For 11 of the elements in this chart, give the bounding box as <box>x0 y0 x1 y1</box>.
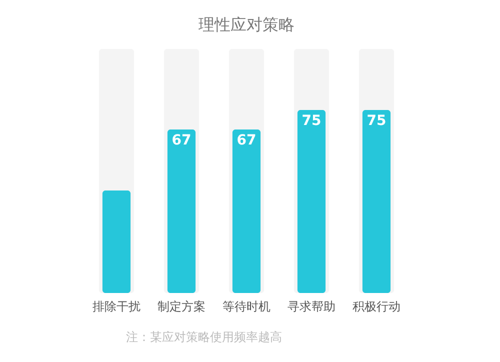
data-label: 75 <box>366 113 386 129</box>
x-tick-label: 排除干扰 <box>92 300 140 314</box>
chart-title: 理性应对策略 <box>198 15 294 34</box>
x-tick-label: 制定方案 <box>158 300 206 314</box>
x-tick-label: 积极行动 <box>352 300 400 314</box>
data-label: 67 <box>172 132 192 149</box>
x-tick-label: 寻求帮助 <box>288 300 336 314</box>
data-label: 67 <box>236 132 256 149</box>
data-label: 75 <box>302 113 322 129</box>
x-tick-label: 等待时机 <box>222 300 270 314</box>
text: 注：某应对策略使用频率越高 <box>126 330 282 344</box>
